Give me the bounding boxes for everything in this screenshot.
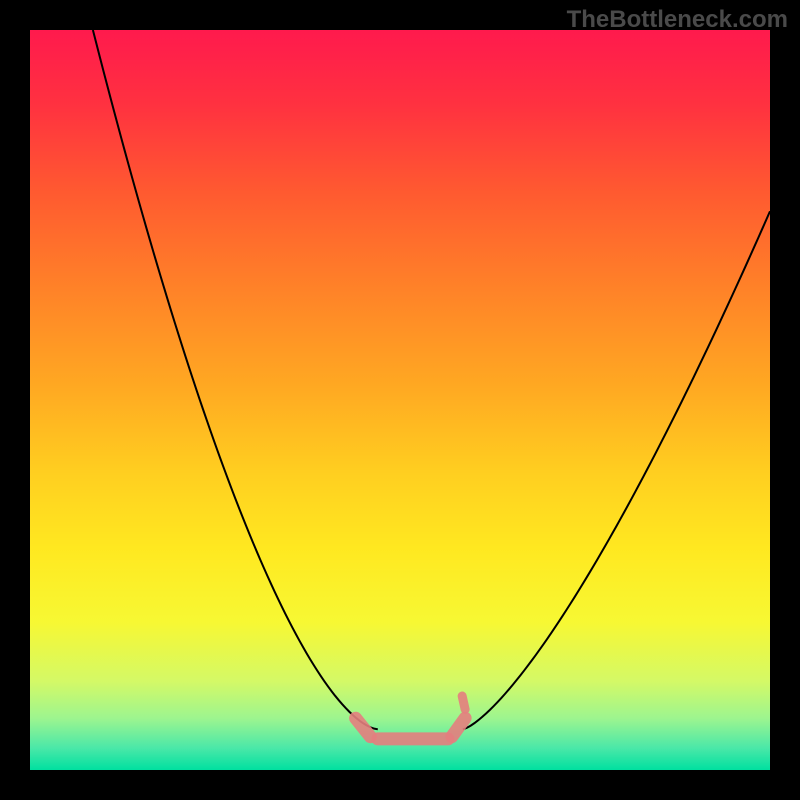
chart-frame <box>30 30 770 770</box>
gradient-background <box>30 30 770 770</box>
marker-segment <box>462 696 465 709</box>
watermark: TheBottleneck.com <box>567 6 788 34</box>
bottleneck-chart <box>30 30 770 770</box>
